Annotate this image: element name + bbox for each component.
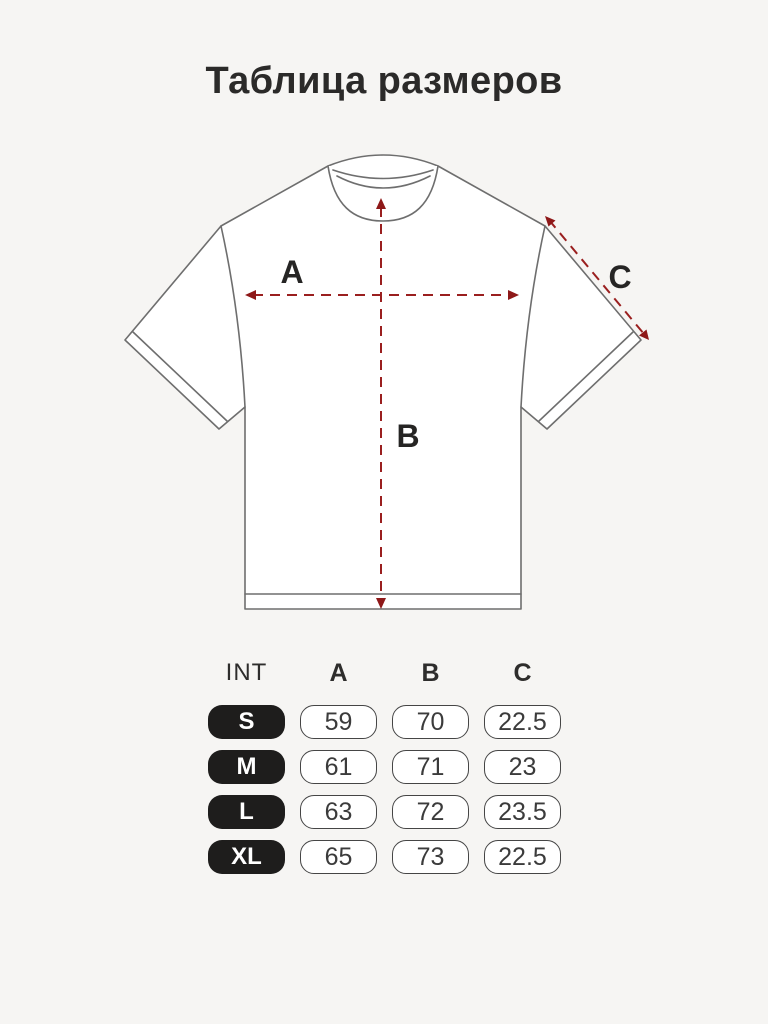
measure-c-line: [548, 219, 645, 335]
measure-b-arrow-bottom: [376, 598, 386, 609]
value-xl-b: 73: [392, 840, 469, 874]
measure-c-label: C: [608, 259, 631, 295]
collar-band-seam: [336, 175, 431, 189]
value-l-a: 63: [300, 795, 377, 829]
measure-c-arrow-top: [545, 216, 556, 227]
value-m-c: 23: [484, 750, 561, 784]
value-s-b: 70: [392, 705, 469, 739]
column-header-b: B: [421, 658, 440, 687]
tshirt-outline: [124, 154, 642, 610]
measure-b-arrow-top: [376, 198, 386, 209]
value-m-a: 61: [300, 750, 377, 784]
collar-outer-curve: [327, 165, 439, 222]
right-armhole-seam: [520, 225, 546, 408]
size-badge-s: S: [208, 705, 285, 739]
value-l-c: 23.5: [484, 795, 561, 829]
page-title: Таблица размеров: [205, 60, 563, 102]
value-s-c: 22.5: [484, 705, 561, 739]
size-badge-l: L: [208, 795, 285, 829]
measure-b-label: B: [396, 418, 419, 454]
measure-a-label: A: [280, 254, 303, 290]
value-s-a: 59: [300, 705, 377, 739]
column-header-a: A: [329, 658, 348, 687]
tshirt-diagram-svg: A B C: [124, 154, 649, 610]
value-xl-c: 22.5: [484, 840, 561, 874]
collar-back-neck-line: [332, 169, 434, 180]
measure-c-arrow-bottom: [639, 329, 649, 340]
tshirt-size-diagram: A B C: [124, 154, 649, 610]
size-badge-m: M: [208, 750, 285, 784]
column-header-c: C: [513, 658, 532, 687]
size-table: INT A B C S 59 70 22.5 M 61 71 23 L 63 7…: [208, 652, 561, 874]
value-l-b: 72: [392, 795, 469, 829]
left-armhole-seam: [220, 225, 246, 408]
measure-a-arrow-right: [508, 290, 519, 300]
value-m-b: 71: [392, 750, 469, 784]
measure-a-arrow-left: [245, 290, 256, 300]
left-cuff-seam: [132, 331, 228, 422]
size-badge-xl: XL: [208, 840, 285, 874]
value-xl-a: 65: [300, 840, 377, 874]
right-cuff-seam: [538, 331, 634, 422]
column-header-int: INT: [225, 659, 268, 686]
